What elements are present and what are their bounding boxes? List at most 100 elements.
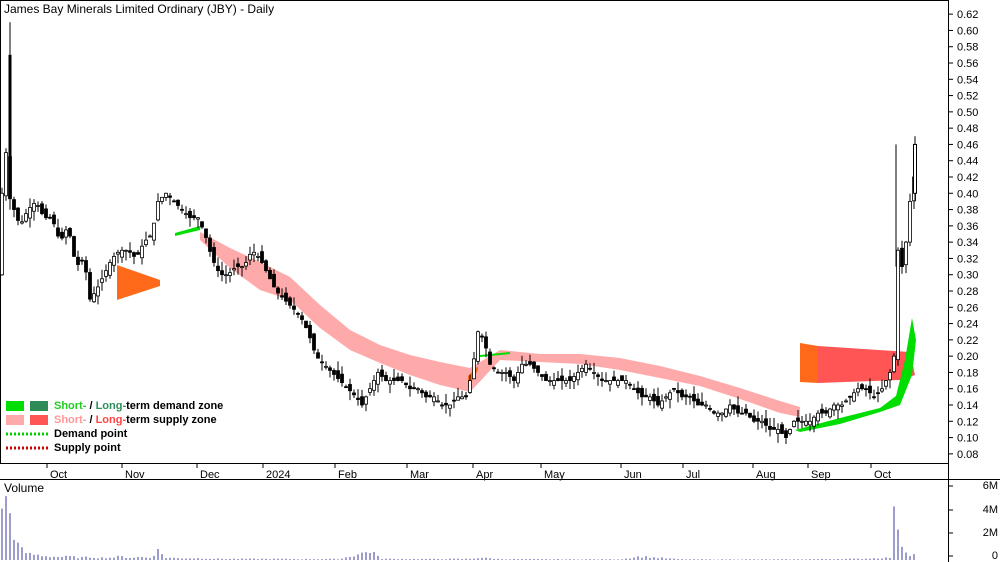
candle-body	[84, 260, 88, 273]
candle-body	[96, 286, 100, 297]
candle-body	[856, 388, 860, 393]
price-tick-label: 0.62	[957, 9, 978, 21]
candle-body	[272, 273, 276, 288]
candle-body	[592, 372, 596, 374]
price-tick-label: 0.56	[957, 58, 978, 70]
price-tick-label: 0.44	[957, 156, 978, 168]
candle-body	[852, 392, 856, 402]
candle-body	[412, 387, 416, 390]
candle-body	[76, 256, 80, 265]
candle-body	[464, 395, 468, 398]
candle-body	[284, 292, 288, 302]
date-tick-label: Aug	[756, 469, 776, 481]
candle-body	[596, 374, 600, 377]
long-term-supply-zone-early	[117, 265, 160, 300]
candle-body	[824, 410, 828, 414]
candle-body	[688, 395, 692, 398]
legend-label: Demand point	[54, 428, 128, 440]
candle-body	[524, 363, 528, 366]
candle-body	[480, 335, 484, 338]
candle-body	[16, 207, 20, 221]
candle-body	[628, 383, 632, 386]
candle-body	[808, 420, 812, 426]
candle-body	[208, 237, 212, 252]
candle-body	[744, 408, 748, 414]
candle-body	[748, 412, 752, 418]
zones-layer	[117, 226, 916, 432]
price-tick-label: 0.28	[957, 286, 978, 298]
date-ticks: Oct Nov Dec 2024 Feb Mar Apr May Jun Jul Aug Sep Oct	[46, 463, 891, 481]
legend-label-part: Short-	[54, 400, 87, 412]
candle-body	[64, 229, 68, 238]
candle-body	[724, 408, 728, 417]
candle-body	[648, 396, 652, 401]
candle-body	[204, 228, 208, 238]
price-tick-label: 0.52	[957, 91, 978, 103]
candle-body	[164, 192, 168, 198]
candle-body	[896, 249, 900, 361]
candle-body	[276, 287, 280, 294]
candle-body	[0, 192, 4, 276]
candle-body	[736, 405, 740, 414]
long-term-supply-block	[800, 343, 818, 383]
candle-body	[600, 378, 604, 381]
legend-label-part: Long-	[96, 414, 127, 426]
candle-body	[132, 252, 136, 257]
candle-body	[260, 251, 264, 263]
candle-body	[864, 388, 868, 391]
candle-body	[424, 391, 428, 398]
candle-body	[828, 408, 832, 418]
candle-body	[188, 210, 192, 219]
candle-body	[248, 253, 252, 261]
date-tick-label: Dec	[200, 469, 220, 481]
date-tick-label: Mar	[410, 469, 429, 481]
candle-body	[116, 251, 120, 255]
price-tick-label: 0.58	[957, 42, 978, 54]
candle-body	[913, 143, 917, 194]
candle-body	[444, 402, 448, 406]
price-tick-label: 0.48	[957, 123, 978, 135]
candle-body	[56, 227, 60, 237]
candle-body	[576, 372, 580, 381]
candle-body	[228, 272, 232, 276]
candle-body	[488, 351, 492, 365]
price-tick-label: 0.60	[957, 25, 978, 37]
candle-body	[192, 215, 196, 219]
candle-body	[500, 372, 504, 374]
candle-body	[176, 199, 180, 206]
candle-body	[360, 396, 364, 406]
candle-body	[616, 380, 620, 386]
price-tick-label: 0.08	[957, 449, 978, 461]
candle-body	[484, 336, 488, 349]
candle-body	[256, 255, 260, 258]
candle-body	[400, 376, 404, 381]
short-term-supply-zone	[200, 232, 800, 417]
candle-body	[840, 404, 844, 407]
volume-label: Volume	[4, 481, 44, 495]
candle-body	[368, 388, 372, 393]
candle-body	[232, 268, 236, 271]
candle-body	[452, 399, 456, 402]
candle-body	[376, 372, 380, 385]
price-tick-label: 0.32	[957, 253, 978, 265]
candle-body	[900, 247, 904, 267]
candle-body	[160, 196, 164, 202]
candle-body	[440, 404, 444, 407]
candle-body	[560, 375, 564, 381]
candle-body	[12, 199, 16, 210]
candle-body	[740, 412, 744, 415]
candle-body	[416, 388, 420, 391]
candle-body	[104, 270, 108, 277]
candle-body	[508, 370, 512, 377]
candle-body	[892, 355, 896, 373]
candle-body	[112, 255, 116, 266]
candle-body	[792, 420, 796, 427]
candle-body	[720, 412, 724, 416]
candle-body	[788, 429, 792, 434]
candle-body	[848, 395, 852, 398]
candle-body	[624, 380, 628, 384]
price-tick-label: 0.26	[957, 302, 978, 314]
legend-swatch-long	[30, 415, 48, 425]
